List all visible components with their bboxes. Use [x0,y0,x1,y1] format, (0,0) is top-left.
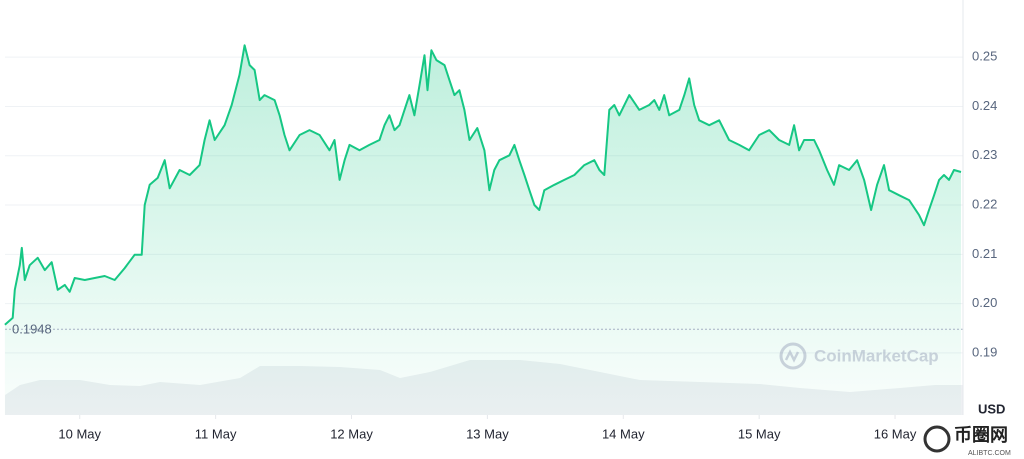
price-area [4,45,961,416]
x-tick-label: 15 May [738,426,781,441]
x-tick-label: 14 May [602,426,645,441]
price-line [4,44,962,326]
y-tick-label: 0.19 [972,344,997,359]
site-name: 币圈网 [954,425,1008,445]
x-tick-label: 12 May [330,426,373,441]
plot: 0.1948 [4,44,963,416]
y-axis-label: USD [978,401,1005,416]
y-tick-label: 0.25 [972,49,997,64]
y-tick-label: 0.23 [972,147,997,162]
baseline-label: 0.1948 [12,322,52,337]
x-tick-label: 13 May [466,426,509,441]
y-tick-label: 0.22 [972,196,997,211]
y-tick-label: 0.21 [972,246,997,261]
watermark-text: CoinMarketCap [814,346,939,365]
x-tick-label: 16 May [874,426,917,441]
site-badge: 币圈网 ALIBTC.COM [923,425,1011,457]
watermark: CoinMarketCap [779,342,939,370]
y-tick-label: 0.24 [972,98,997,113]
x-tick-label: 10 May [58,426,101,441]
y-tick-label: 0.20 [972,295,997,310]
x-tick-label: 11 May [195,426,237,441]
site-url: ALIBTC.COM [968,450,1011,457]
